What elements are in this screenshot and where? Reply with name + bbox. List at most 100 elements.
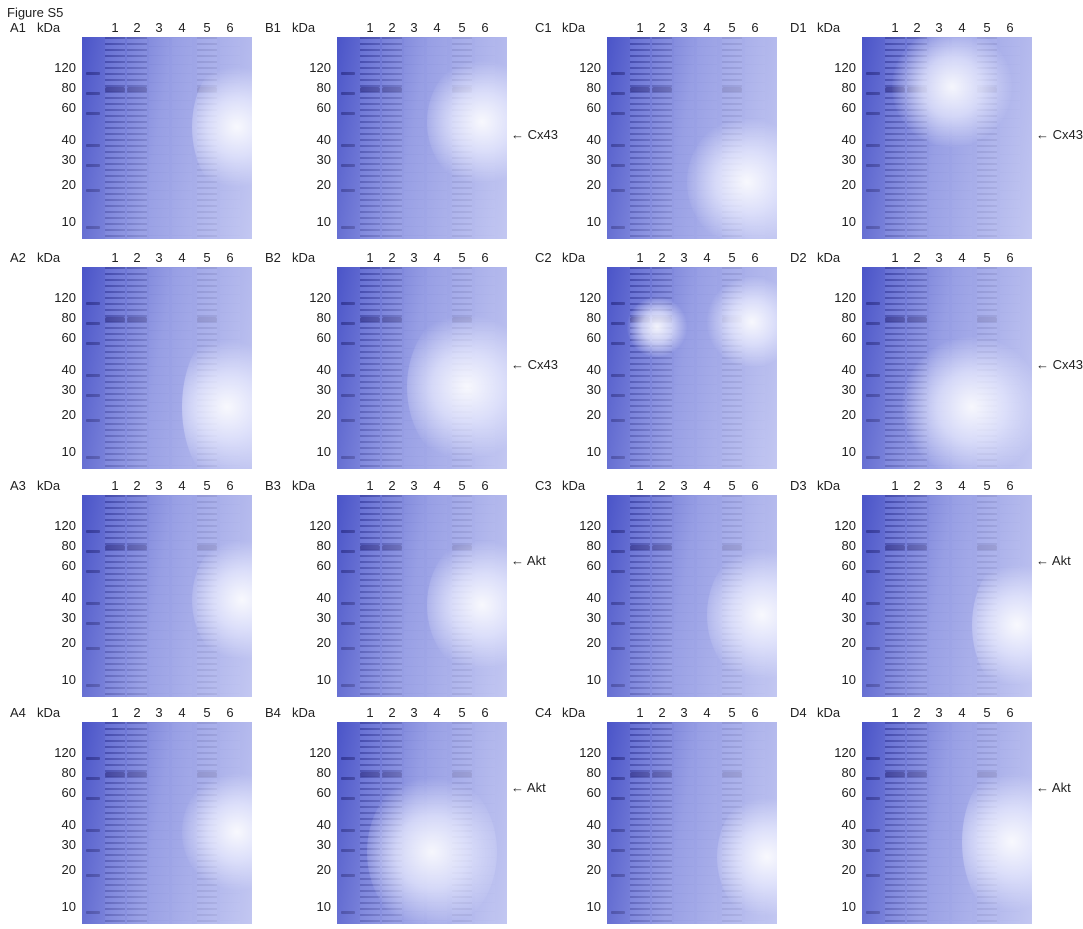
stain-highlight — [627, 297, 687, 357]
lane-number: 3 — [680, 705, 688, 720]
mw-marker-label: 20 — [841, 862, 856, 877]
mw-marker-label: 10 — [586, 214, 601, 229]
lane-number: 2 — [388, 250, 396, 265]
lane-number: 4 — [433, 250, 441, 265]
mw-marker-label: 80 — [316, 538, 331, 553]
mw-marker-label: 80 — [61, 310, 76, 325]
mw-marker-label: 80 — [61, 765, 76, 780]
mw-marker-label: 10 — [586, 899, 601, 914]
lane-number: 3 — [935, 705, 943, 720]
panel-label: B2 — [265, 250, 281, 265]
gel-panel-b1: B1 kDa 1 2 3 4 5 6 120 80 60 40 30 20 10 ← Cx43 — [265, 20, 558, 244]
lane-number: 6 — [1006, 250, 1014, 265]
mw-marker-label: 40 — [61, 817, 76, 832]
mw-marker-label: 10 — [841, 214, 856, 229]
lane-number: 3 — [410, 250, 418, 265]
lane-number: 1 — [891, 705, 899, 720]
mw-marker-label: 60 — [841, 785, 856, 800]
lane-number: 2 — [388, 478, 396, 493]
stain-highlight — [427, 535, 507, 675]
lane-number: 4 — [958, 250, 966, 265]
lane-number: 5 — [728, 705, 736, 720]
lane-number: 1 — [111, 478, 119, 493]
mw-marker-label: 40 — [316, 817, 331, 832]
mw-marker-label: 80 — [586, 765, 601, 780]
kda-label: kDa — [562, 478, 586, 493]
mw-marker-label: 10 — [586, 672, 601, 687]
lane-number: 5 — [458, 20, 466, 35]
lane-number: 4 — [433, 705, 441, 720]
mw-marker-label: 30 — [61, 152, 76, 167]
panel-label: D4 — [790, 705, 807, 720]
lane-number: 3 — [155, 478, 163, 493]
kda-label: kDa — [562, 705, 586, 720]
stain-highlight — [182, 327, 252, 469]
lane-number: 5 — [983, 478, 991, 493]
panel-label: C3 — [535, 478, 552, 493]
panel-label: D3 — [790, 478, 807, 493]
lane-number: 3 — [935, 250, 943, 265]
lane-number: 2 — [658, 478, 666, 493]
lane-number: 4 — [958, 20, 966, 35]
mw-marker-label: 120 — [54, 745, 76, 760]
lane-number: 4 — [433, 20, 441, 35]
mw-marker-label: 20 — [61, 407, 76, 422]
gel-panel-b4: B4 kDa 1 2 3 4 5 6 120 80 60 40 30 20 10 ← Akt — [265, 705, 546, 929]
lane-number: 2 — [658, 20, 666, 35]
stain-highlight — [407, 307, 507, 467]
gel-panel-b2: B2 kDa 1 2 3 4 5 6 120 80 60 40 30 20 10 ← Cx43 — [265, 250, 558, 474]
mw-marker-label: 80 — [61, 538, 76, 553]
gel-image — [337, 267, 507, 469]
lane-number: 6 — [1006, 705, 1014, 720]
lane-number: 1 — [366, 478, 374, 493]
mw-marker-label: 120 — [54, 290, 76, 305]
band-annotation: ← Cx43 — [1036, 127, 1083, 142]
lane-number: 4 — [703, 705, 711, 720]
lane-number: 1 — [366, 705, 374, 720]
lane-number: 3 — [410, 20, 418, 35]
mw-marker-label: 80 — [316, 310, 331, 325]
stain-highlight — [902, 337, 1032, 469]
mw-marker-label: 20 — [61, 862, 76, 877]
stain-highlight — [367, 772, 497, 924]
lane-number: 2 — [133, 20, 141, 35]
lane-number: 3 — [680, 478, 688, 493]
mw-marker-label: 10 — [316, 899, 331, 914]
gel-image — [337, 495, 507, 697]
mw-marker-label: 80 — [586, 310, 601, 325]
stain-highlight — [427, 57, 507, 187]
mw-marker-label: 30 — [61, 837, 76, 852]
mw-marker-label: 80 — [586, 538, 601, 553]
lane-number: 5 — [983, 20, 991, 35]
mw-marker-label: 120 — [309, 745, 331, 760]
mw-marker-label: 120 — [834, 745, 856, 760]
lane-number: 3 — [410, 478, 418, 493]
lane-number: 5 — [203, 705, 211, 720]
lane-number: 6 — [481, 250, 489, 265]
panel-label: D1 — [790, 20, 807, 35]
lane-number: 1 — [891, 250, 899, 265]
mw-marker-label: 40 — [61, 132, 76, 147]
lane-number: 4 — [703, 250, 711, 265]
mw-marker-label: 30 — [841, 152, 856, 167]
gel-image — [337, 722, 507, 924]
gel-image — [607, 495, 777, 697]
lane-number: 2 — [133, 705, 141, 720]
mw-marker-label: 120 — [54, 60, 76, 75]
mw-marker-label: 20 — [586, 407, 601, 422]
mw-marker-label: 80 — [841, 310, 856, 325]
kda-label: kDa — [817, 705, 841, 720]
lane-number: 6 — [226, 705, 234, 720]
mw-marker-label: 120 — [834, 518, 856, 533]
mw-marker-label: 60 — [316, 330, 331, 345]
lane-number: 6 — [481, 478, 489, 493]
lane-number: 5 — [203, 478, 211, 493]
lane-number: 2 — [133, 250, 141, 265]
mw-marker-label: 10 — [61, 899, 76, 914]
mw-marker-label: 20 — [841, 635, 856, 650]
kda-label: kDa — [37, 478, 61, 493]
band-annotation: ← Akt — [1036, 780, 1071, 795]
kda-label: kDa — [562, 20, 586, 35]
mw-marker-label: 120 — [579, 290, 601, 305]
lane-number: 5 — [458, 250, 466, 265]
